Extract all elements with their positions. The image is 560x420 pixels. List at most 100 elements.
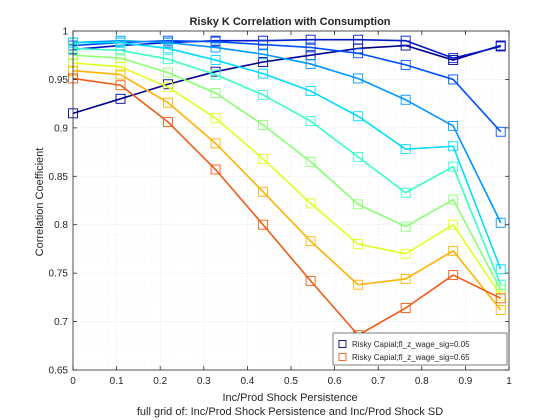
data-point-marker: [305, 58, 316, 69]
x-tick-label: 1: [506, 376, 512, 387]
data-point-marker: [258, 120, 269, 130]
x-tick-label: 0.9: [458, 376, 472, 387]
data-point-marker: [305, 86, 316, 97]
data-point-marker: [400, 303, 411, 313]
x-tick-label: 0.2: [153, 376, 167, 387]
series-line: [72, 38, 501, 59]
data-point-marker: [258, 49, 269, 60]
data-point-marker: [448, 161, 459, 172]
data-point-marker: [495, 293, 506, 304]
data-point-marker: [210, 42, 221, 53]
data-point-marker: [163, 97, 173, 108]
x-axis: 0 0.1 0.2 0.3 0.4 0.5 0.6 0.7 0.8 0.9 1: [70, 31, 512, 387]
data-point-marker: [400, 94, 411, 105]
data-point-marker: [353, 279, 364, 290]
series-line: [72, 69, 502, 311]
data-point-marker: [305, 116, 316, 127]
data-point-marker: [400, 248, 411, 259]
data-point-marker: [305, 34, 316, 45]
data-point-marker: [115, 45, 126, 56]
data-point-marker: [448, 219, 459, 230]
minor-grid: [73, 31, 509, 370]
series-line: [73, 41, 502, 270]
y-tick-label: 0.9: [54, 123, 68, 134]
data-point-marker: [163, 117, 173, 127]
data-point-marker: [305, 42, 316, 53]
data-point-marker: [115, 37, 126, 48]
x-tick-label: 0.3: [197, 376, 211, 387]
data-point-marker: [115, 61, 126, 72]
data-point-marker: [258, 186, 269, 197]
data-point-marker: [495, 41, 506, 52]
data-point-marker: [353, 73, 364, 84]
data-point-marker: [448, 120, 459, 131]
data-point-marker: [448, 141, 459, 152]
data-point-marker: [495, 304, 506, 315]
data-point-marker: [400, 187, 411, 198]
data-point-marker: [305, 198, 316, 209]
data-point-marker: [353, 111, 364, 122]
data-point-marker: [210, 69, 221, 80]
legend-box: [332, 332, 508, 366]
x-tick-label: 0.4: [240, 376, 254, 387]
data-point-marker: [305, 156, 316, 167]
data-point-marker: [210, 164, 221, 175]
x-tick-label: 0.7: [371, 376, 385, 387]
data-point-marker: [400, 144, 411, 155]
data-point-marker: [163, 43, 173, 54]
x-tick-label: 0.5: [284, 376, 298, 387]
legend-label: Risky Capial;fl_z_wage_sig=0.05: [352, 340, 470, 349]
series-line: [72, 62, 502, 296]
data-point-marker: [305, 275, 316, 286]
data-point-marker: [495, 217, 506, 228]
data-point-marker: [258, 219, 269, 230]
series-9: [68, 65, 506, 315]
data-point-marker: [353, 48, 364, 59]
series-line: [72, 39, 502, 224]
data-point-marker: [163, 54, 173, 65]
data-point-marker: [448, 245, 459, 256]
legend-marker: [338, 353, 347, 361]
data-point-marker: [115, 93, 126, 104]
data-point-marker: [258, 89, 269, 100]
data-point-marker: [448, 270, 459, 281]
data-point-marker: [448, 194, 459, 205]
series-line: [72, 54, 502, 290]
data-point-marker: [400, 274, 411, 284]
data-point-marker: [400, 35, 411, 46]
x-axis-label: Inc/Prod Shock Persistence: [222, 392, 357, 404]
data-point-marker: [353, 199, 364, 210]
legend-marker: [338, 340, 347, 348]
series-line: [72, 77, 502, 336]
y-tick-label: 0.65: [49, 366, 69, 377]
legend: Risky Capial;fl_z_wage_sig=0.05 Risky Cap…: [332, 332, 508, 366]
data-point-marker: [210, 113, 221, 124]
data-point-marker: [210, 55, 221, 66]
x-tick-label: 0.1: [110, 376, 124, 387]
chart-subtitle: full grid of: Inc/Prod Shock Persistence…: [137, 406, 443, 418]
data-point-marker: [258, 68, 269, 79]
data-point-marker: [400, 59, 411, 70]
data-point-marker: [163, 37, 173, 48]
data-point-marker: [448, 74, 459, 85]
legend-label: Risky Capial;fl_z_wage_sig=0.65: [352, 353, 470, 362]
data-point-marker: [495, 126, 506, 137]
data-point-marker: [495, 264, 506, 275]
data-point-marker: [258, 39, 269, 50]
x-tick-label: 0.8: [415, 376, 429, 387]
data-point-marker: [210, 88, 221, 98]
data-point-marker: [353, 34, 364, 45]
y-tick-label: 0.8: [54, 220, 68, 231]
data-point-marker: [210, 36, 221, 47]
y-axis: 0.65 0.7 0.75 0.8 0.85 0.9 0.95 1: [49, 27, 509, 377]
data-point-marker: [353, 151, 364, 162]
data-point-marker: [305, 236, 316, 247]
series-line: [72, 47, 502, 286]
data-point-marker: [258, 153, 269, 164]
data-point-marker: [258, 57, 269, 67]
data-point-marker: [448, 53, 459, 64]
y-tick-label: 0.75: [49, 269, 69, 280]
series-10: [68, 73, 506, 341]
data-point-marker: [163, 82, 173, 93]
